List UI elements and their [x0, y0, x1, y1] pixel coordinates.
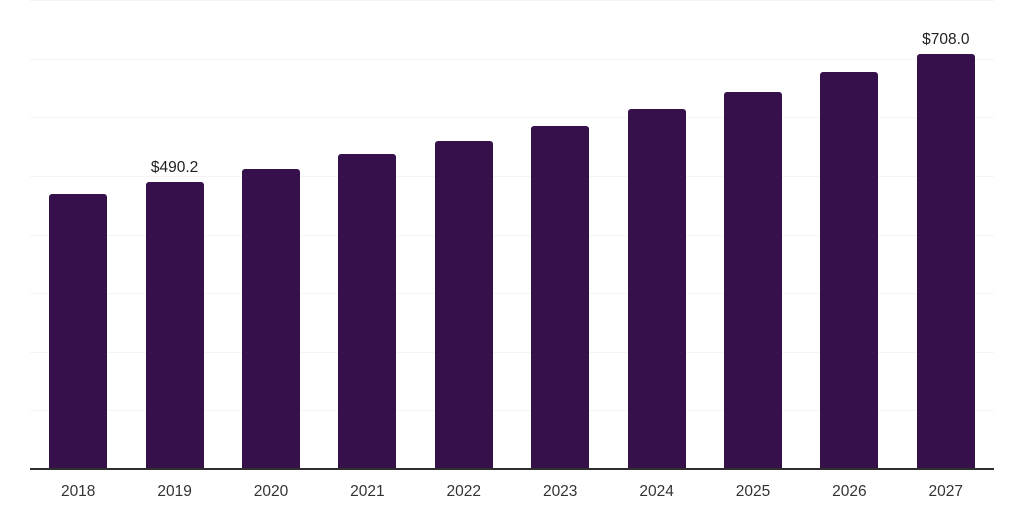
x-tick-2022: 2022: [446, 483, 482, 500]
bar-2027: [916, 53, 975, 469]
gridline-600: [30, 117, 994, 119]
x-tick-2024: 2024: [639, 483, 674, 500]
bar-2020: [242, 169, 300, 469]
gridline-700: [30, 58, 994, 60]
bar-2021: [338, 154, 397, 469]
bar-2025: [724, 92, 782, 469]
x-tick-2025: 2025: [735, 483, 771, 500]
gridline-200: [30, 351, 994, 353]
x-axis-labels: 2018 2019 2020 2021 2022 2023 2024 2025 2026 2027: [30, 483, 994, 503]
x-tick-2018: 2018: [60, 483, 96, 500]
gridline-300: [30, 293, 994, 295]
bar-2022: [434, 141, 493, 469]
x-tick-2021: 2021: [350, 483, 385, 500]
x-tick-2027: 2027: [928, 483, 964, 500]
gridline-800: [30, 0, 994, 1]
x-tick-2019: 2019: [157, 483, 192, 500]
bar-2026: [820, 72, 879, 469]
x-axis-line: [30, 468, 994, 470]
bar-2024: [627, 108, 686, 469]
x-tick-2023: 2023: [542, 483, 578, 500]
data-label-2019: $490.2: [150, 158, 199, 176]
bar-2023: [531, 126, 590, 469]
data-label-2027: $708.0: [922, 30, 970, 48]
bar-2019: [145, 181, 204, 469]
plot-area: $490.2 $708.0: [30, 0, 994, 469]
x-tick-2026: 2026: [832, 483, 867, 500]
x-tick-2020: 2020: [253, 483, 289, 500]
gridline-100: [30, 410, 994, 412]
gridline-400: [30, 234, 994, 236]
bar-2018: [49, 194, 108, 469]
gridline-500: [30, 175, 994, 177]
